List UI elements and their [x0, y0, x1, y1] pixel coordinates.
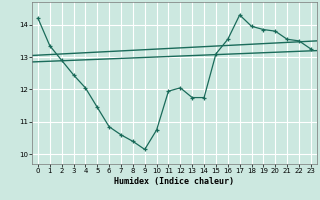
X-axis label: Humidex (Indice chaleur): Humidex (Indice chaleur) — [115, 177, 234, 186]
